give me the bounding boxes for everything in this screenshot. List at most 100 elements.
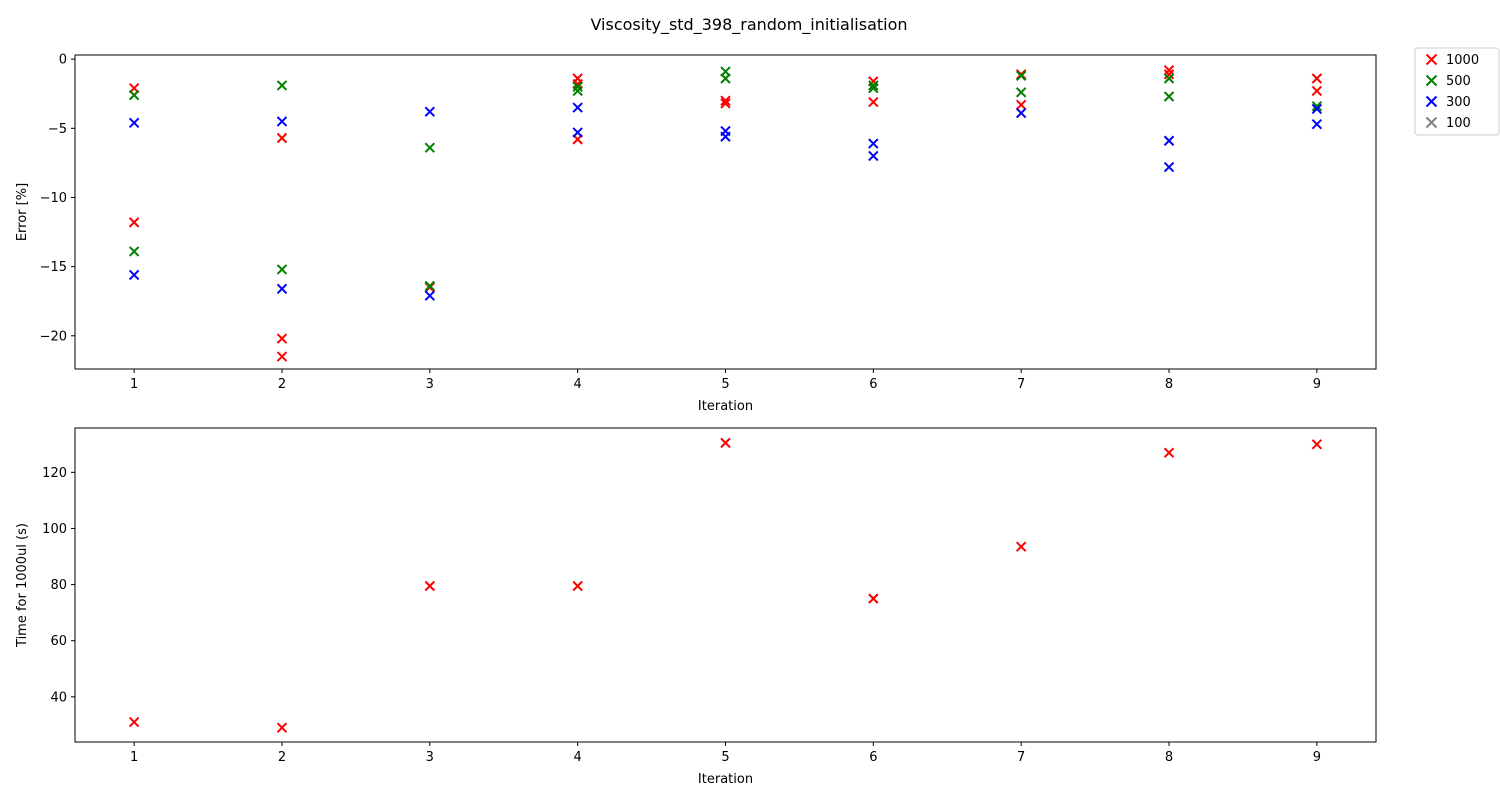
- data-point-1000: [1311, 439, 1323, 450]
- data-point-300: [720, 131, 731, 142]
- data-point-500: [276, 264, 288, 275]
- series-300: [128, 102, 1323, 301]
- y-axis-label: Time for 1000ul (s): [15, 523, 30, 648]
- data-point-1000: [572, 580, 583, 592]
- legend-label-1000: 1000: [1446, 53, 1479, 68]
- x-tick-label: 4: [574, 750, 582, 765]
- legend-item-100: 100: [1425, 116, 1471, 131]
- x-tick-label: 9: [1313, 750, 1321, 765]
- data-point-500: [720, 73, 731, 84]
- error-subplot: 1 2 3 4 5 6 7 8 9 0 −5 −10 −15 −20 Iteration Error [%]: [15, 53, 1377, 414]
- series-1000: [128, 437, 1323, 733]
- y-tick-label: 100: [42, 522, 67, 537]
- data-point-1000: [276, 333, 288, 344]
- data-point-300: [128, 269, 140, 281]
- x-tick-label: 7: [1017, 377, 1025, 392]
- x-tick-label: 9: [1313, 377, 1321, 392]
- data-point-300: [1311, 118, 1323, 130]
- legend-label-100: 100: [1446, 116, 1471, 131]
- data-point-500: [1311, 100, 1323, 112]
- data-point-1000: [128, 716, 140, 728]
- data-point-300: [1015, 107, 1027, 119]
- data-point-500: [868, 80, 879, 91]
- data-point-300: [1163, 161, 1175, 173]
- y-tick-label: −5: [48, 122, 67, 137]
- legend-frame: [1414, 47, 1500, 136]
- y-tick-label: 120: [42, 466, 67, 481]
- data-point-1000: [276, 351, 288, 362]
- data-point-300: [572, 127, 583, 138]
- x-tick-label: 6: [869, 377, 877, 392]
- data-point-300: [276, 283, 288, 294]
- x-tick-label: 3: [426, 377, 434, 392]
- data-point-1000: [1015, 541, 1027, 552]
- x-tick-label: 5: [721, 750, 729, 765]
- data-point-500: [424, 280, 436, 292]
- axes-frame: [74, 427, 1377, 743]
- y-tick-label: 0: [59, 53, 67, 68]
- x-axis-label: Iteration: [698, 399, 753, 414]
- x-tick-label: 4: [574, 377, 582, 392]
- data-point-1000: [720, 95, 731, 106]
- y-tick-label: 80: [50, 578, 67, 593]
- y-axis-label: Error [%]: [15, 183, 30, 241]
- data-point-300: [128, 117, 140, 128]
- legend-marker-100: [1425, 116, 1438, 129]
- data-point-500: [1163, 73, 1175, 84]
- legend-marker-1000: [1425, 53, 1438, 66]
- x-tick-label: 3: [426, 750, 434, 765]
- y-tick-label: −15: [40, 260, 67, 275]
- data-point-1000: [720, 98, 731, 109]
- time-subplot: 1 2 3 4 5 6 7 8 9 40 60 80 100 120 Iteration Time for 1…: [15, 427, 1377, 787]
- data-point-500: [128, 89, 140, 101]
- legend-item-300: 300: [1425, 95, 1471, 110]
- series-1000: [128, 65, 1323, 362]
- data-point-300: [424, 106, 436, 117]
- data-point-300: [424, 290, 436, 301]
- data-point-1000: [720, 437, 731, 449]
- x-axis-label: Iteration: [698, 772, 753, 787]
- legend-label-500: 500: [1446, 74, 1471, 89]
- data-point-1000: [1015, 99, 1027, 111]
- data-point-1000: [868, 96, 879, 108]
- data-point-1000: [128, 217, 140, 228]
- x-tick-label: 8: [1165, 377, 1173, 392]
- series-500: [128, 66, 1323, 292]
- data-point-300: [572, 102, 583, 113]
- y-tick-label: −20: [40, 329, 67, 344]
- data-point-1000: [1163, 65, 1175, 76]
- data-point-500: [1015, 70, 1027, 81]
- x-tick-label: 5: [721, 377, 729, 392]
- data-point-1000: [424, 580, 436, 592]
- data-point-1000: [1311, 73, 1323, 84]
- data-point-500: [868, 82, 879, 94]
- legend-item-500: 500: [1425, 74, 1471, 89]
- data-point-1000: [276, 722, 288, 733]
- data-point-1000: [868, 593, 879, 604]
- x-tick-label: 7: [1017, 750, 1025, 765]
- x-tick-label: 1: [130, 750, 138, 765]
- data-point-300: [868, 150, 879, 162]
- legend: 1000 500 300 100: [1414, 47, 1500, 136]
- data-point-300: [1163, 135, 1175, 146]
- y-tick-label: −10: [40, 191, 67, 206]
- y-tick-label: 40: [50, 690, 67, 705]
- data-point-300: [868, 138, 879, 149]
- data-point-1000: [1311, 85, 1323, 97]
- x-tick-label: 1: [130, 377, 138, 392]
- data-point-500: [572, 85, 583, 97]
- x-tick-label: 8: [1165, 750, 1173, 765]
- data-point-300: [276, 116, 288, 127]
- data-point-1000: [1163, 69, 1175, 80]
- data-point-500: [128, 246, 140, 257]
- legend-label-300: 300: [1446, 95, 1471, 110]
- figure-title: Viscosity_std_398_random_initialisation: [590, 15, 907, 35]
- data-point-500: [1163, 91, 1175, 102]
- x-tick-label: 2: [278, 377, 286, 392]
- data-point-500: [1015, 87, 1027, 98]
- data-point-500: [276, 80, 288, 91]
- data-point-500: [424, 142, 436, 153]
- y-tick-label: 60: [50, 634, 67, 649]
- legend-marker-300: [1425, 95, 1438, 108]
